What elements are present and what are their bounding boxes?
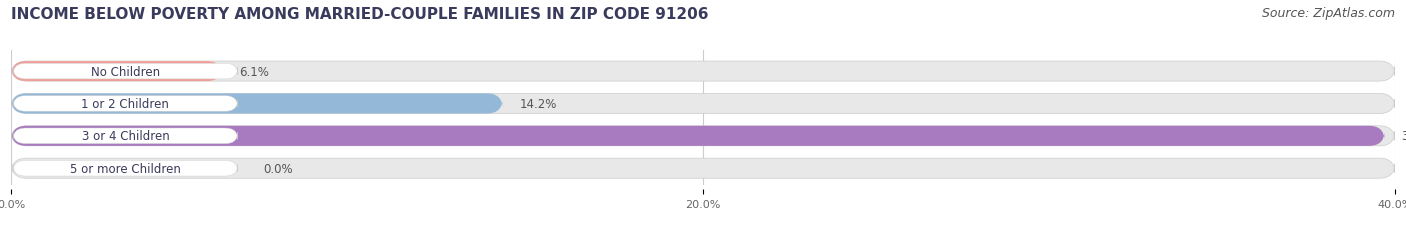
FancyBboxPatch shape [13, 64, 238, 79]
Text: No Children: No Children [91, 65, 160, 78]
FancyBboxPatch shape [13, 128, 238, 144]
FancyBboxPatch shape [11, 126, 1385, 146]
Text: 0.0%: 0.0% [264, 162, 294, 175]
Text: 1 or 2 Children: 1 or 2 Children [82, 97, 169, 110]
Text: 39.7%: 39.7% [1402, 130, 1406, 143]
Text: Source: ZipAtlas.com: Source: ZipAtlas.com [1261, 7, 1395, 20]
FancyBboxPatch shape [11, 126, 1395, 146]
FancyBboxPatch shape [13, 96, 238, 112]
FancyBboxPatch shape [11, 62, 222, 82]
Text: INCOME BELOW POVERTY AMONG MARRIED-COUPLE FAMILIES IN ZIP CODE 91206: INCOME BELOW POVERTY AMONG MARRIED-COUPL… [11, 7, 709, 22]
Text: 6.1%: 6.1% [239, 65, 270, 78]
FancyBboxPatch shape [11, 94, 1395, 114]
Text: 14.2%: 14.2% [520, 97, 557, 110]
FancyBboxPatch shape [13, 161, 238, 176]
FancyBboxPatch shape [11, 158, 1395, 179]
Text: 5 or more Children: 5 or more Children [70, 162, 181, 175]
Text: 3 or 4 Children: 3 or 4 Children [82, 130, 169, 143]
FancyBboxPatch shape [11, 94, 502, 114]
FancyBboxPatch shape [11, 62, 1395, 82]
